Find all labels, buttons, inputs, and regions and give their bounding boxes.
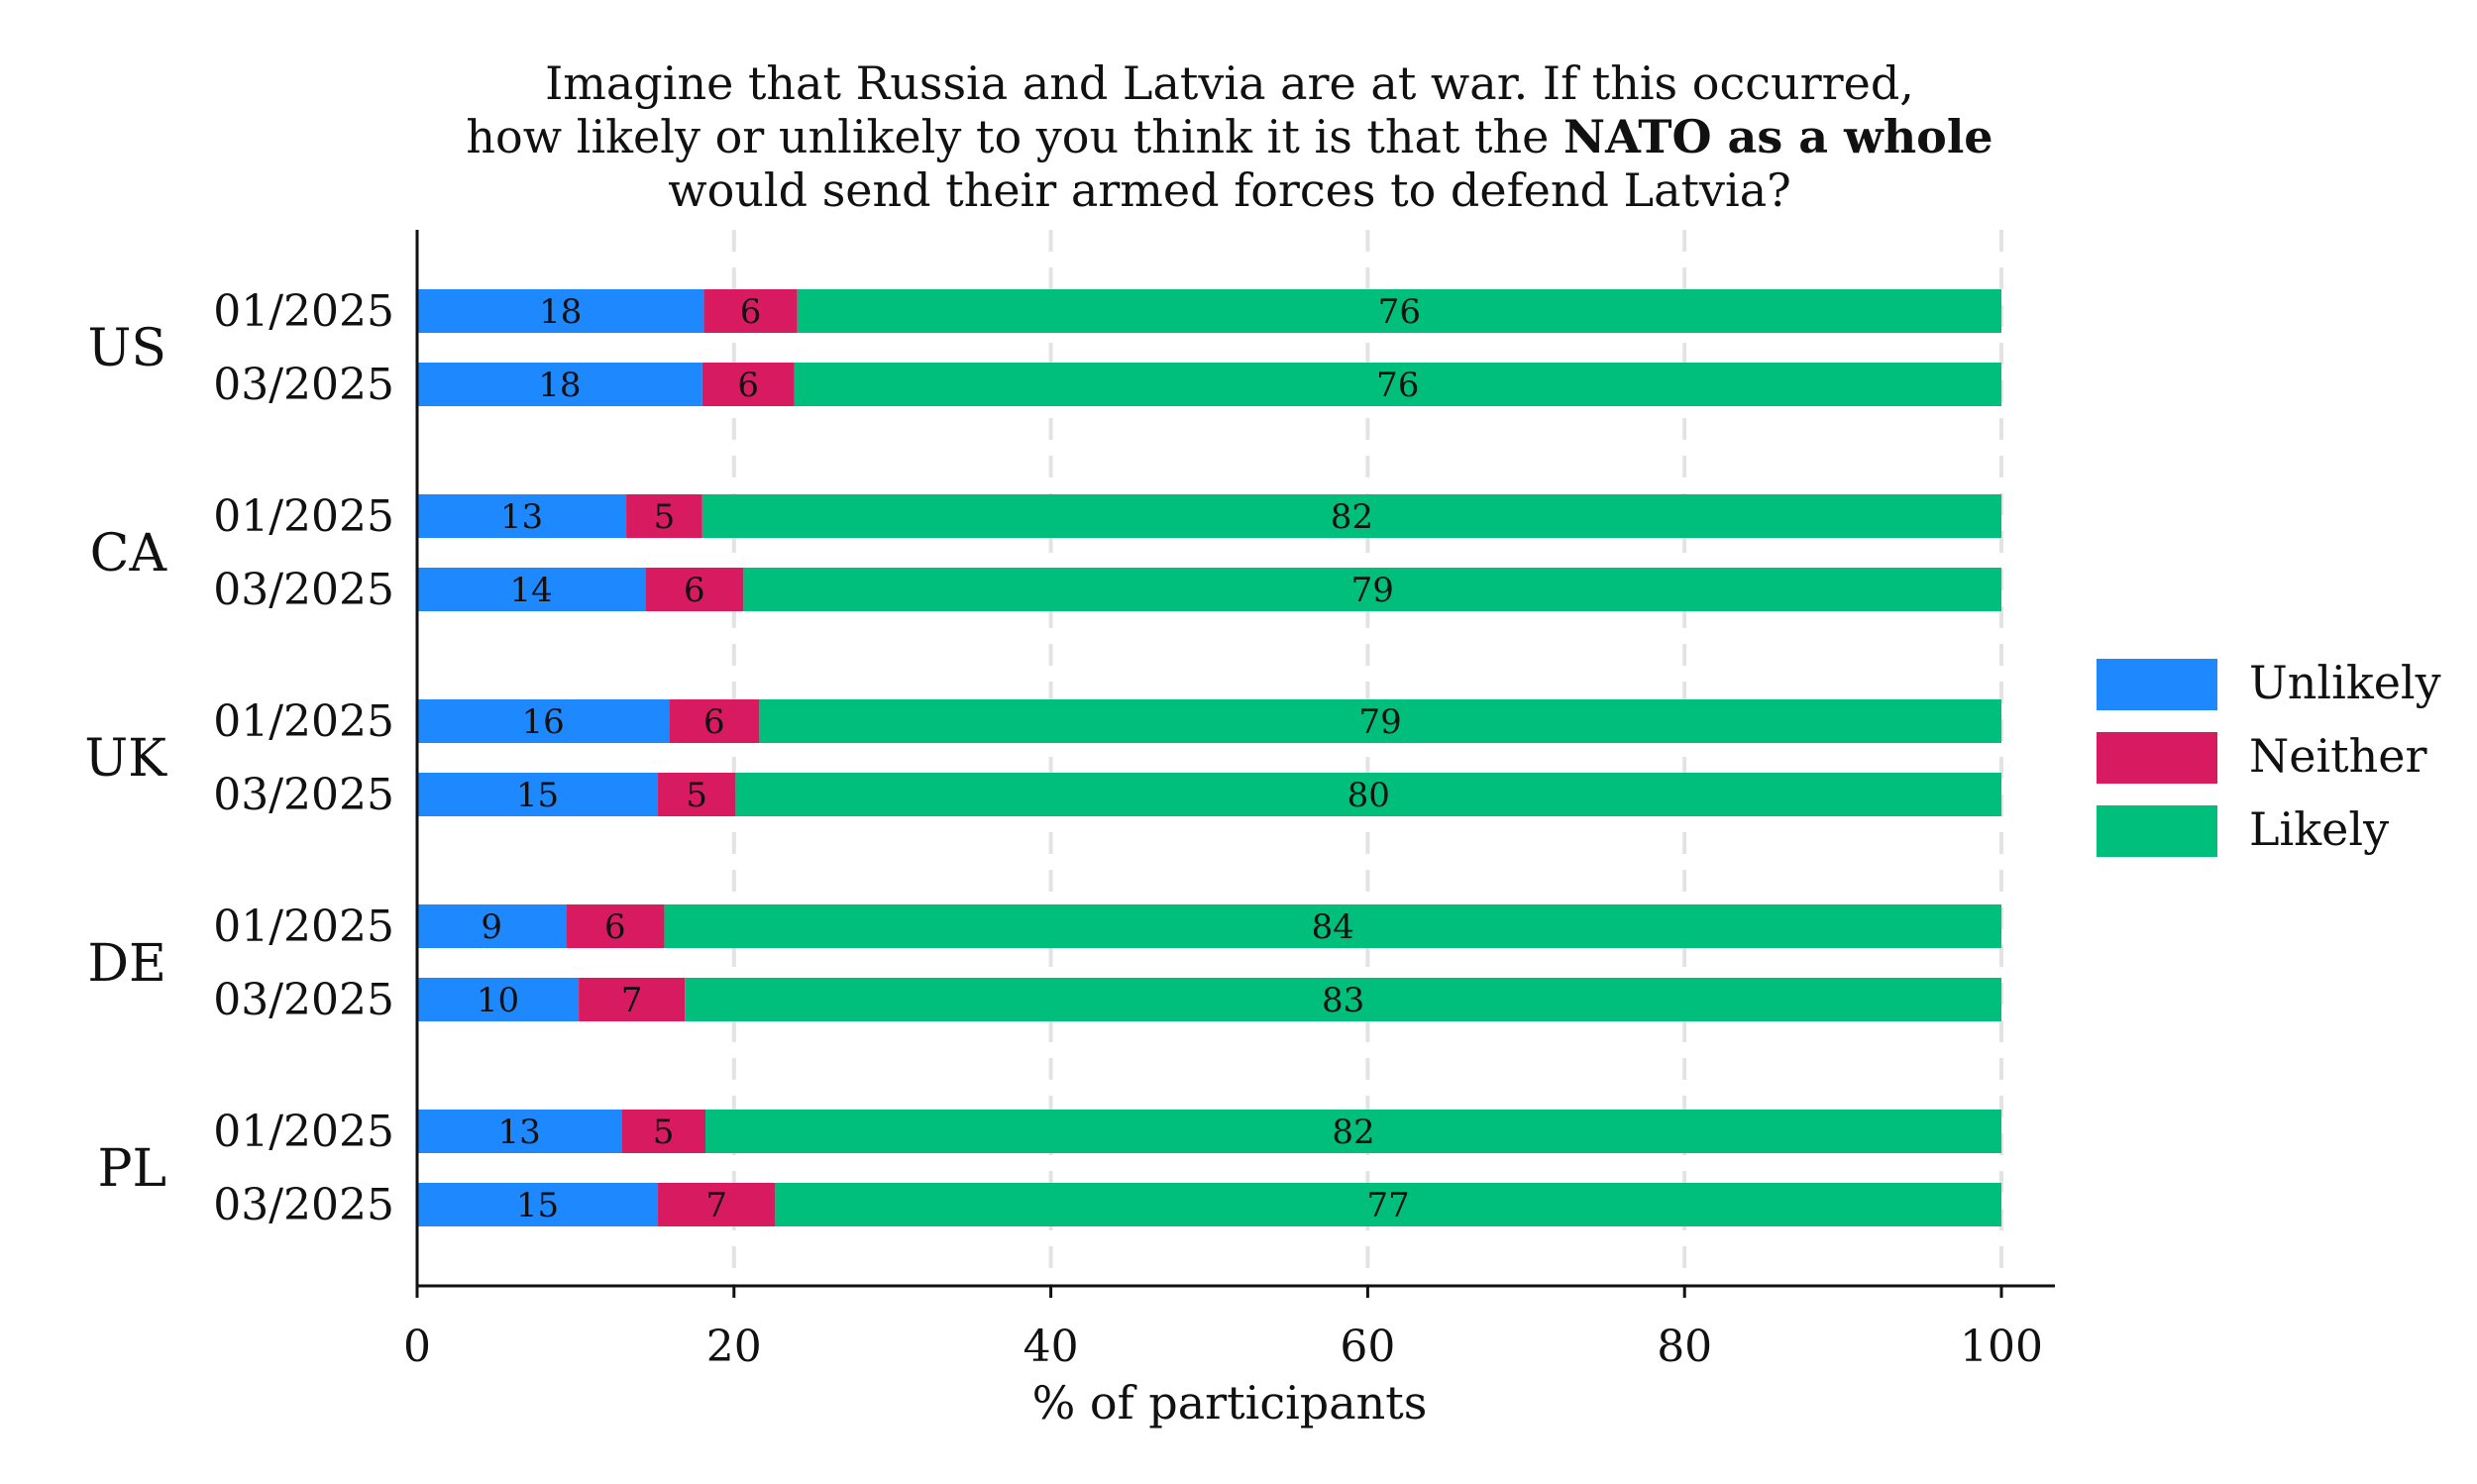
legend-label-likely: Likely [2249, 802, 2389, 856]
bar-segment-likely [797, 289, 2001, 333]
bar-segment-unlikely [417, 1110, 622, 1153]
legend-swatch-unlikely [2097, 659, 2217, 710]
bar-segment-likely [685, 978, 2002, 1021]
legend-label-unlikely: Unlikely [2249, 656, 2441, 709]
country-label: CA [90, 524, 168, 583]
bar-value-label: 13 [500, 497, 543, 537]
bar-segment-likely [701, 494, 2001, 538]
bar-segment-likely [743, 568, 2001, 611]
row-date-label: 03/2025 [213, 565, 394, 615]
bar-segment-unlikely [417, 289, 704, 333]
bar-value-label: 10 [477, 981, 519, 1020]
bar-value-label: 13 [498, 1113, 541, 1152]
row-date-label: 03/2025 [213, 770, 394, 820]
bar-value-label: 6 [740, 292, 762, 332]
x-tick-label: 80 [1657, 1322, 1712, 1372]
bar-value-label: 82 [1332, 1113, 1374, 1152]
bar-value-label: 18 [538, 366, 581, 405]
row-date-label: 03/2025 [213, 1180, 394, 1230]
row-date-label: 01/2025 [213, 286, 394, 337]
country-label: PL [97, 1139, 166, 1199]
bar-value-label: 79 [1359, 702, 1402, 742]
chart-title-line: Imagine that Russia and Latvia are at wa… [545, 56, 1914, 110]
row-date-label: 01/2025 [213, 491, 394, 542]
bar-value-label: 77 [1367, 1186, 1410, 1225]
axes: 0 20 40 60 80 100 [403, 230, 2055, 1372]
bar-value-label: 84 [1312, 907, 1354, 947]
bar-value-label: 14 [509, 571, 552, 610]
bar-value-label: 7 [705, 1186, 727, 1225]
bar-segment-unlikely [417, 699, 670, 743]
x-tick-label: 40 [1023, 1322, 1079, 1372]
bar-segment-neither [626, 494, 702, 538]
bars: 18 6 76 18 6 76 13 5 82 14 6 79 16 6 79 15 5 80 9 6 84 10 7 83 1… [417, 289, 2002, 1226]
legend-label-neither: Neither [2249, 729, 2427, 783]
bar-segment-neither [579, 978, 686, 1021]
row-date-label: 01/2025 [213, 901, 394, 952]
bar-value-label: 18 [539, 292, 582, 332]
bar-segment-unlikely [417, 363, 702, 406]
bar-segment-unlikely [417, 773, 659, 816]
bar-segment-likely [759, 699, 2001, 743]
bar-segment-neither [658, 773, 736, 816]
bar-segment-neither [703, 289, 798, 333]
x-tick-label: 60 [1340, 1322, 1395, 1372]
bar-value-label: 79 [1351, 571, 1394, 610]
bar-value-label: 5 [686, 776, 707, 815]
bar-segment-likely [664, 904, 2001, 948]
bar-value-label: 5 [654, 497, 676, 537]
bar-value-label: 6 [737, 366, 759, 405]
bar-segment-neither [669, 699, 760, 743]
legend-swatch-likely [2097, 805, 2217, 857]
bar-value-label: 76 [1378, 292, 1421, 332]
bar-segment-neither [658, 1183, 776, 1226]
chart-title-line: how likely or unlikely to you think it i… [466, 110, 1992, 163]
x-tick-label: 20 [706, 1322, 762, 1372]
chart-title-line: would send their armed forces to defend … [668, 163, 1791, 217]
bar-value-label: 15 [516, 776, 559, 815]
bar-segment-neither [645, 568, 744, 611]
bar-value-label: 16 [521, 702, 564, 742]
bar-segment-neither [701, 363, 795, 406]
bar-segment-unlikely [417, 1183, 659, 1226]
bar-value-label: 6 [703, 702, 725, 742]
bar-value-label: 80 [1347, 776, 1390, 815]
category-labels: 01/2025 03/2025 US 01/2025 03/2025 CA 01/2025 0… [84, 286, 394, 1230]
bar-segment-unlikely [417, 568, 646, 611]
bar-value-label: 83 [1322, 981, 1364, 1020]
bar-value-label: 76 [1376, 366, 1419, 405]
country-label: UK [84, 729, 167, 789]
bar-value-label: 5 [653, 1113, 675, 1152]
chart-title: Imagine that Russia and Latvia are at wa… [466, 56, 1992, 217]
row-date-label: 01/2025 [213, 696, 394, 747]
bar-segment-likely [735, 773, 2002, 816]
bar-segment-unlikely [417, 494, 627, 538]
bar-segment-likely [705, 1110, 2001, 1153]
x-tick-label: 0 [403, 1322, 431, 1372]
bar-segment-likely [775, 1183, 2001, 1226]
country-label: DE [87, 934, 166, 994]
country-label: US [88, 319, 166, 378]
bar-value-label: 9 [481, 907, 502, 947]
row-date-label: 01/2025 [213, 1107, 394, 1157]
legend: Unlikely Neither Likely [2097, 656, 2441, 857]
bar-value-label: 6 [604, 907, 626, 947]
x-axis-title: % of participants [1032, 1376, 1428, 1430]
bar-segment-neither [621, 1110, 706, 1153]
bar-segment-likely [794, 363, 2001, 406]
x-tick-label: 100 [1960, 1322, 2043, 1372]
row-date-label: 03/2025 [213, 975, 394, 1025]
bar-segment-neither [566, 904, 665, 948]
bar-value-label: 82 [1331, 497, 1373, 537]
bar-segment-unlikely [417, 978, 580, 1021]
bar-value-label: 15 [516, 1186, 559, 1225]
bar-value-label: 7 [621, 981, 643, 1020]
bar-segment-unlikely [417, 904, 567, 948]
row-date-label: 03/2025 [213, 360, 394, 410]
bar-value-label: 6 [684, 571, 705, 610]
legend-swatch-neither [2097, 732, 2217, 784]
